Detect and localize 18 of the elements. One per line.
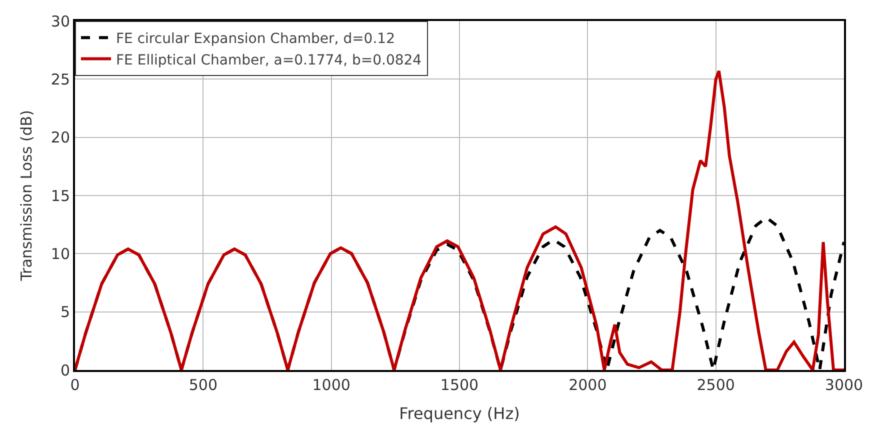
x-axis-title: Frequency (Hz) (399, 404, 520, 424)
x-tick-label: 2500 (696, 376, 735, 394)
legend-label: FE Elliptical Chamber, a=0.1774, b=0.0824 (116, 52, 422, 68)
x-tick-label: 2000 (568, 376, 607, 394)
y-tick-label: 10 (50, 244, 70, 263)
y-tick-label: 20 (50, 128, 70, 147)
y-tick-label: 0 (60, 361, 70, 380)
x-tick-label: 1000 (312, 376, 350, 394)
y-tick-label: 30 (50, 12, 70, 30)
y-axis-title: Transmission Loss (dB) (18, 110, 36, 282)
line-series (75, 70, 844, 370)
x-tick-label: 1500 (440, 376, 479, 394)
legend-label: FE circular Expansion Chamber, d=0.12 (116, 31, 395, 48)
y-tick-label: 5 (60, 303, 70, 322)
y-tick-label: 15 (50, 186, 70, 205)
x-tick-label: 3000 (824, 376, 864, 394)
y-tick-label: 25 (50, 70, 70, 88)
x-tick-label: 500 (188, 376, 218, 394)
